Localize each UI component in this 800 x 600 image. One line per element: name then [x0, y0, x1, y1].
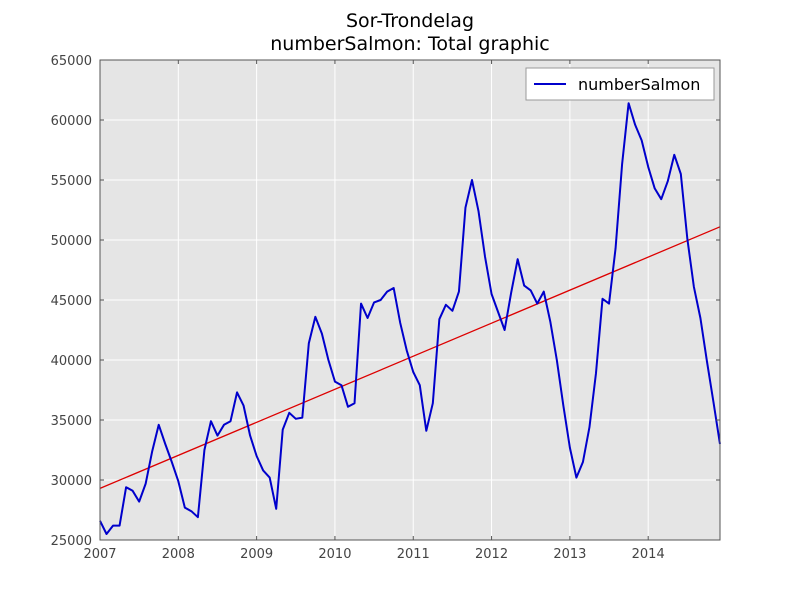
chart-subtitle-line: numberSalmon: Total graphic: [270, 33, 550, 55]
y-tick-label: 40000: [51, 354, 92, 369]
chart-title: Sor-Trondelag numberSalmon: Total graphi…: [0, 10, 800, 56]
y-tick-label: 60000: [51, 114, 92, 129]
y-tick-label: 55000: [51, 174, 92, 189]
legend-label: numberSalmon: [578, 75, 700, 94]
grid-layer: [99, 59, 720, 541]
series-layer: [99, 102, 721, 535]
x-tick-label: 2011: [397, 547, 430, 562]
x-tick-label: 2007: [83, 547, 116, 562]
chart-title-line: Sor-Trondelag: [346, 10, 474, 32]
axis-layer: 25000 30000 35000 40000 45000 50000 55000 60000…: [51, 54, 721, 562]
trend-line: [99, 226, 721, 489]
y-tick-label: 45000: [51, 294, 92, 309]
y-tick-label: 65000: [51, 54, 92, 69]
x-tick-label: 2008: [162, 547, 195, 562]
y-tick-label: 30000: [51, 474, 92, 489]
trend-layer: [99, 226, 721, 489]
y-tick-label: 35000: [51, 414, 92, 429]
x-tick-label: 2012: [475, 547, 508, 562]
x-tick-label: 2009: [240, 547, 273, 562]
x-tick-label: 2013: [553, 547, 586, 562]
legend: numberSalmon: [525, 67, 715, 101]
series-line-numbersalmon: [99, 102, 721, 535]
x-tick-label: 2010: [318, 547, 351, 562]
y-tick-label: 25000: [51, 534, 92, 549]
y-tick-label: 50000: [51, 234, 92, 249]
plot-frame: [99, 59, 721, 541]
x-tick-label: 2014: [632, 547, 665, 562]
